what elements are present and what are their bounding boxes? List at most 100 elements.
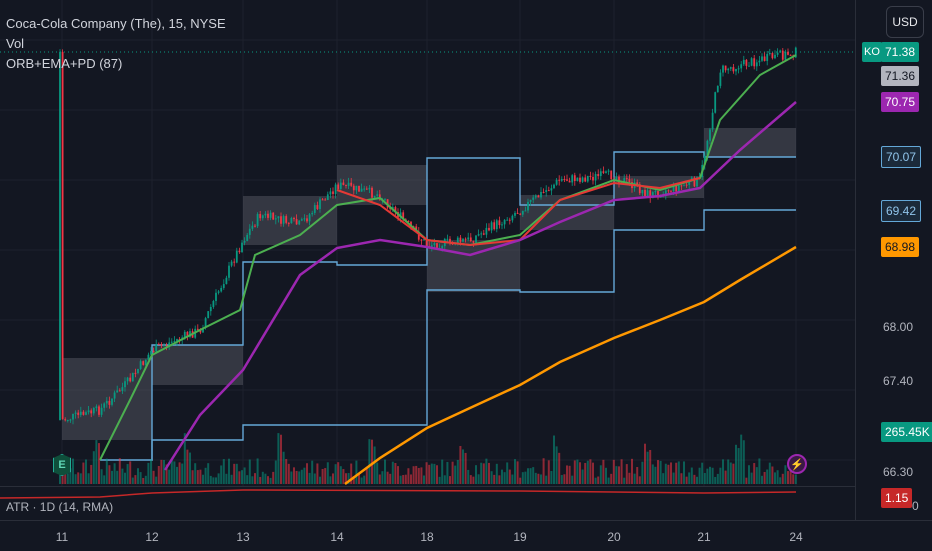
volume-bar (540, 474, 542, 484)
candle-body (703, 155, 706, 165)
volume-bar (571, 475, 574, 484)
volume-bar (129, 461, 132, 484)
atr-indicator-label[interactable]: ATR · 1D (14, RMA) (6, 500, 114, 514)
time-axis-label: 12 (145, 530, 159, 544)
candle-body (230, 261, 233, 266)
candle-body (72, 413, 74, 420)
candle-body (170, 341, 173, 343)
lightning-event-icon[interactable]: ⚡ (787, 454, 807, 474)
candle-body (303, 218, 306, 220)
volume-bar (506, 462, 509, 484)
volume-bar (121, 468, 124, 484)
candle-body (183, 331, 186, 338)
volume-bar (126, 464, 129, 484)
earnings-badge-icon[interactable]: E (53, 454, 71, 476)
candle-body (589, 175, 592, 177)
volume-bar (306, 463, 308, 484)
volume-bar (100, 469, 103, 484)
volume-bar (77, 472, 80, 484)
volume-bar (282, 451, 285, 484)
candle-body (269, 212, 272, 218)
volume-bar (537, 473, 540, 484)
candle-body (222, 284, 225, 288)
candle-body (649, 190, 652, 199)
candle-body (459, 237, 462, 242)
candle-body (566, 179, 568, 181)
candle-body (352, 185, 355, 191)
volume-bar (651, 464, 654, 484)
volume-bar (248, 459, 251, 484)
volume-bar (212, 477, 215, 484)
candle-body (716, 85, 719, 93)
candle-body (105, 400, 108, 404)
volume-bar (706, 468, 709, 484)
volume-bar (412, 466, 415, 484)
candle-body (342, 182, 345, 185)
candle-body (209, 306, 212, 312)
volume-bar (137, 468, 139, 484)
candle-body (261, 215, 264, 219)
candle-body (542, 191, 545, 193)
candle-body (365, 188, 368, 190)
pane-separator[interactable] (0, 486, 856, 487)
volume-bar (524, 471, 527, 484)
volume-bar (493, 474, 496, 484)
candle-body (685, 184, 688, 186)
volume-bar (199, 469, 202, 484)
volume-bar (428, 464, 431, 484)
orb-indicator-label[interactable]: ORB+EMA+PD (87) (6, 56, 123, 71)
volume-indicator-label[interactable]: Vol (6, 36, 25, 51)
volume-bar (446, 461, 449, 484)
candle-body (498, 220, 501, 226)
candle-body (592, 176, 594, 181)
candle-body (534, 195, 537, 198)
candle-body (493, 222, 496, 230)
candle-body (152, 350, 155, 352)
candle-body (355, 185, 358, 191)
candle-body (280, 216, 282, 224)
volume-bar (456, 459, 459, 484)
volume-bar (579, 462, 581, 484)
volume-bar (384, 459, 386, 484)
candle-body (758, 60, 761, 63)
candle-body (204, 318, 207, 328)
candle-body (285, 216, 288, 223)
volume-bar (202, 474, 204, 484)
volume-bar (254, 473, 256, 484)
volume-bar (662, 473, 665, 484)
volume-bar (230, 474, 233, 484)
volume-bar (59, 473, 61, 484)
volume-bar (664, 463, 667, 484)
candle-body (228, 265, 230, 278)
candle-body (417, 231, 420, 240)
candle-body (524, 210, 527, 212)
volume-bar (233, 463, 236, 484)
time-axis[interactable]: 11 12 13 14 18 19 20 21 24 (0, 520, 932, 551)
candle-body (321, 199, 324, 201)
candle-body (755, 62, 758, 67)
candle-body (584, 177, 587, 182)
time-axis-label: 24 (789, 530, 803, 544)
volume-bar (319, 476, 321, 484)
volume-bar (625, 464, 628, 484)
candle-body (324, 199, 327, 201)
volume-bar (79, 473, 82, 484)
candle-body (477, 234, 480, 236)
candle-body (243, 240, 246, 243)
volume-bar (313, 473, 316, 484)
volume-bar (646, 451, 649, 484)
volume-bar (495, 463, 498, 484)
volume-bar (610, 473, 613, 484)
symbol-title[interactable]: Coca-Cola Company (The), 15, NYSE (6, 16, 226, 31)
currency-button[interactable]: USD (886, 6, 924, 38)
volume-bar (269, 477, 272, 484)
candle-body (441, 246, 444, 249)
candle-body (771, 53, 774, 59)
candle-body (696, 177, 698, 187)
volume-bar (633, 473, 636, 484)
volume-bar (649, 449, 652, 484)
volume-bar (748, 465, 750, 484)
volume-bar (274, 460, 277, 484)
candle-body (683, 184, 685, 186)
